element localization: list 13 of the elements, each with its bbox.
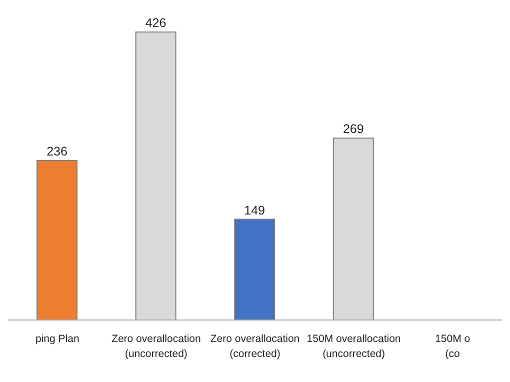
x-tick-label: 150M overallocation (uncorrected)	[306, 333, 401, 360]
data-label: 269	[342, 122, 364, 136]
x-tick-label: ping Plan	[36, 333, 80, 345]
bar	[234, 218, 276, 320]
data-label: 426	[145, 16, 166, 30]
bar	[36, 160, 78, 320]
data-label: 236	[46, 144, 68, 158]
x-tick-label: Zero overallocation (uncorrected)	[112, 333, 202, 360]
x-tick-label: 150M o (co	[435, 333, 470, 360]
bar	[135, 32, 176, 320]
data-label: 149	[244, 203, 266, 218]
x-tick-label: Zero overallocation (corrected)	[210, 333, 300, 360]
bar	[332, 138, 374, 320]
